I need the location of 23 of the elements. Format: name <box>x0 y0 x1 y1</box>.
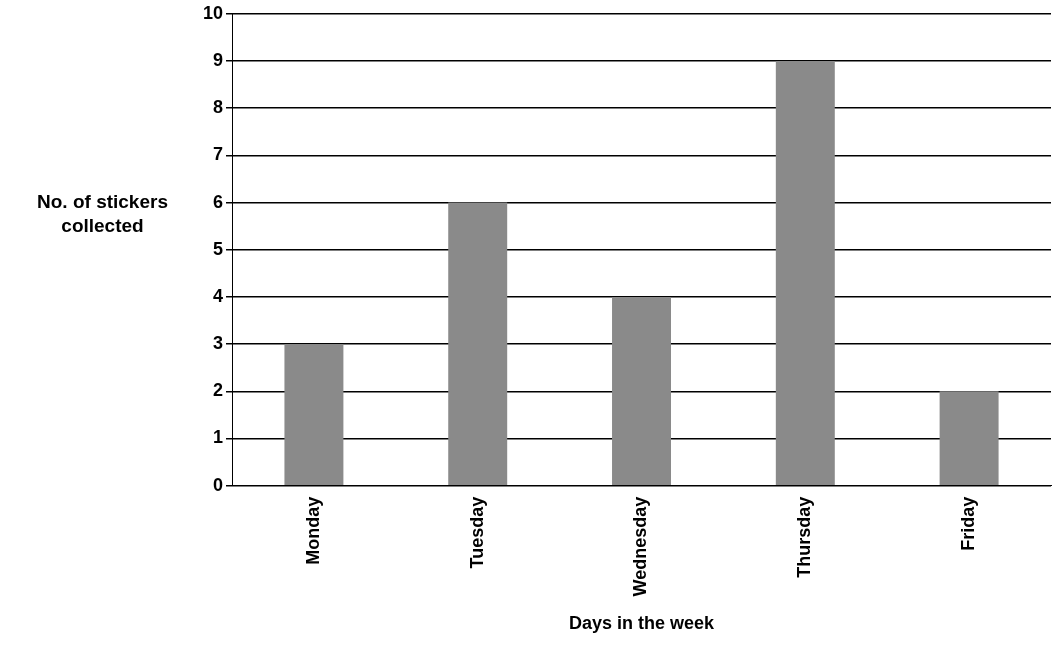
y-tick-label: 1 <box>213 427 224 448</box>
bar <box>284 344 344 485</box>
y-tick-label: 4 <box>213 285 224 306</box>
y-tick-label: 8 <box>213 97 224 118</box>
y-tick-label: 6 <box>213 191 224 212</box>
x-tick-label: Wednesday <box>630 496 651 597</box>
bar <box>775 60 835 485</box>
x-tick-label: Tuesday <box>466 496 487 569</box>
x-tick-label: Thursday <box>794 496 815 578</box>
bar <box>448 202 508 485</box>
y-tick-label: 9 <box>213 49 224 70</box>
y-tick-label: 2 <box>213 380 224 401</box>
x-tick-label: Monday <box>302 496 323 565</box>
bar <box>939 391 999 485</box>
y-tick-label: 3 <box>213 333 224 354</box>
y-tick-label: 0 <box>213 474 224 495</box>
y-tick-label: 10 <box>202 2 224 23</box>
x-tick-label: Friday <box>958 496 979 551</box>
y-axis-title: No. of stickers collected <box>36 190 169 238</box>
bar <box>612 296 671 485</box>
y-tick-label: 7 <box>213 144 224 165</box>
y-tick-label: 5 <box>213 238 224 259</box>
x-axis-title: Days in the week <box>568 613 716 634</box>
